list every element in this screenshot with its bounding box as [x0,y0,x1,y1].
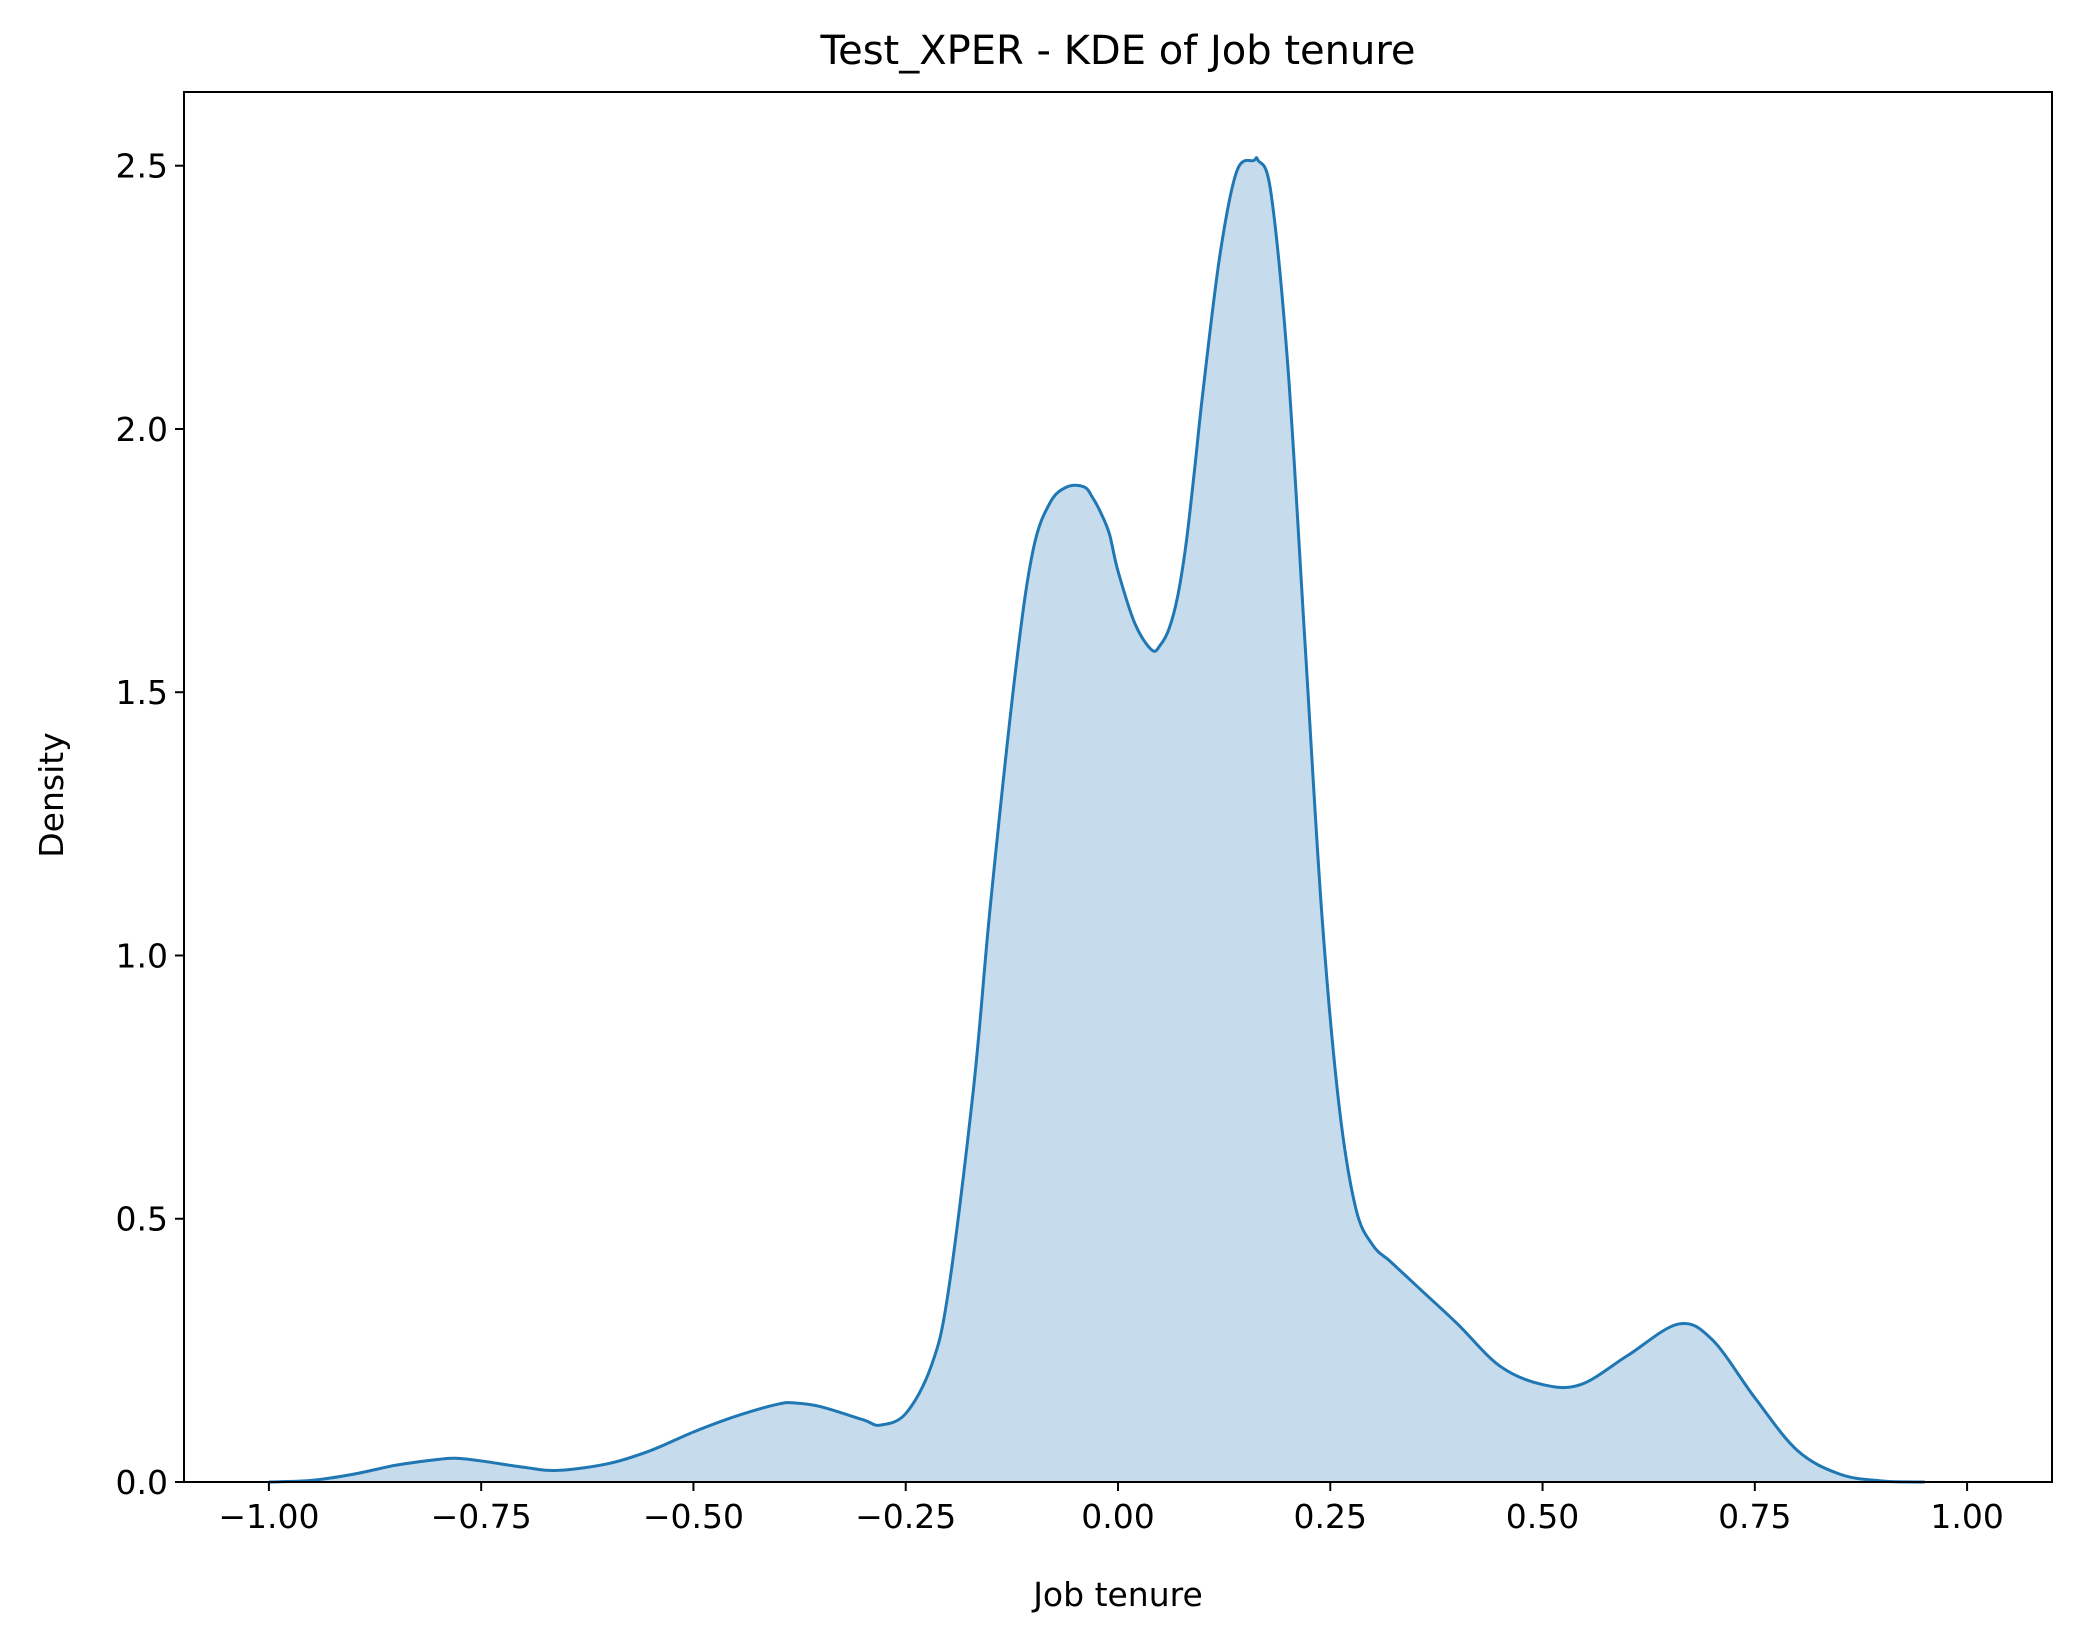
y-axis-label: Density [32,732,71,857]
kde-area-fill [268,157,1925,1483]
x-tick-label: −0.75 [431,1497,532,1536]
y-tick-label: 2.0 [116,410,168,449]
kde-line [268,156,1925,1484]
x-tick-label: 0.25 [1294,1497,1367,1536]
y-tick-label: 0.5 [116,1200,168,1239]
y-tick-label: 1.5 [116,673,168,712]
y-axis-ticks: 0.0 0.5 1.0 1.5 2.0 2.5 [116,147,184,1502]
chart-title: Test_XPER - KDE of Job tenure [819,28,1415,74]
x-tick-label: 1.00 [1930,1497,2003,1536]
y-tick-label: 2.5 [116,147,168,186]
y-tick-label: 1.0 [116,936,168,975]
x-tick-label: −0.25 [855,1497,956,1536]
x-tick-label: −1.00 [218,1497,319,1536]
x-axis-ticks: −1.00 −0.75 −0.50 −0.25 0.00 0.25 0.50 0.75 1.00 [218,1482,2004,1536]
y-tick-label: 0.0 [116,1463,168,1502]
x-tick-label: 0.00 [1081,1497,1154,1536]
x-tick-label: 0.75 [1718,1497,1791,1536]
x-tick-label: 0.50 [1506,1497,1579,1536]
x-axis-label: Job tenure [1031,1575,1203,1614]
x-tick-label: −0.50 [643,1497,744,1536]
